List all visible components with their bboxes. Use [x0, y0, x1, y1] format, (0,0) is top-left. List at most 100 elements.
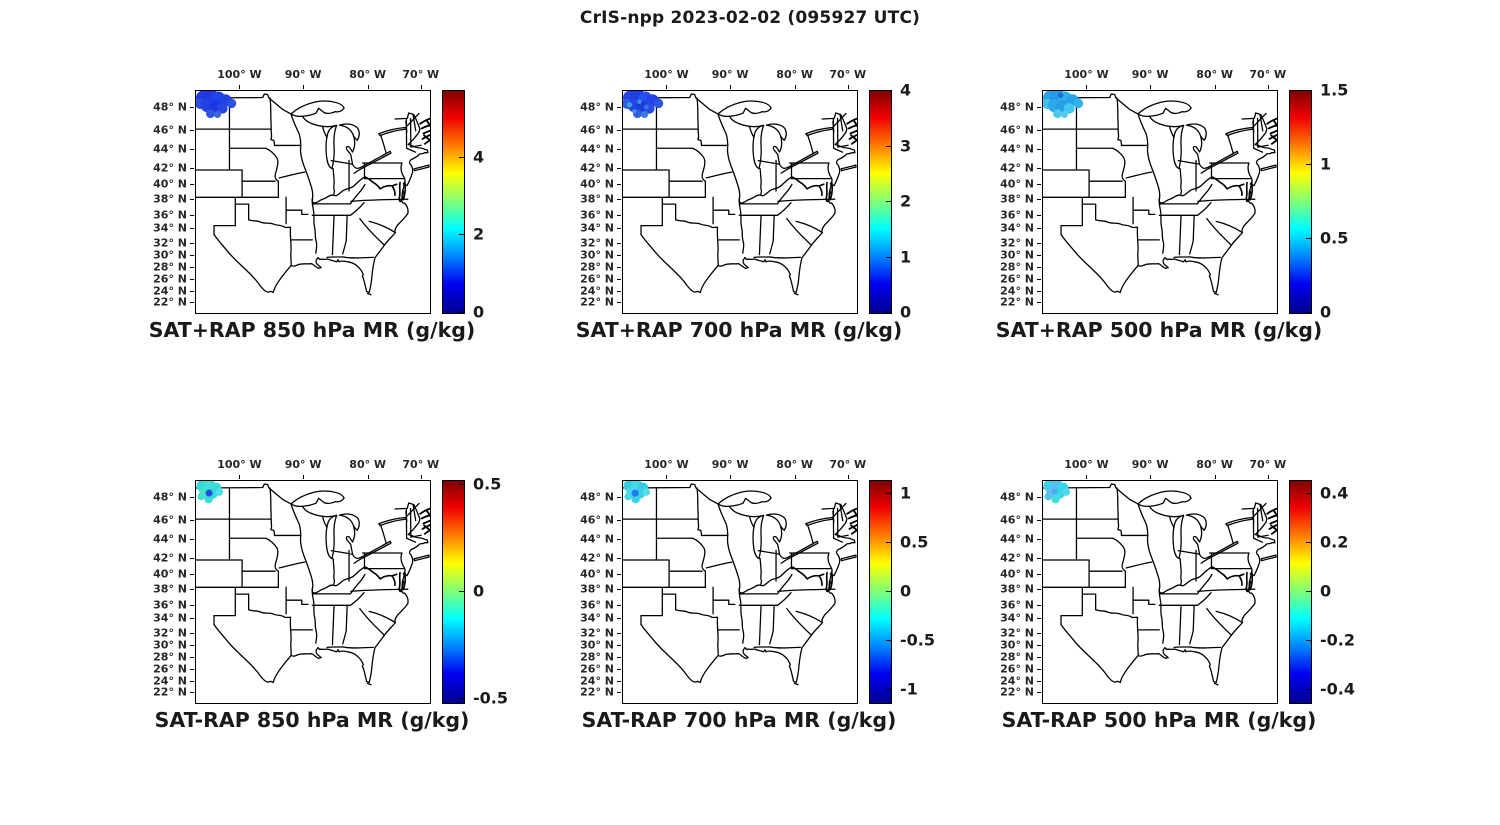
colorbar-tick-mark: [886, 591, 891, 592]
colorbar-tick-mark: [459, 484, 464, 486]
data-point: [644, 104, 649, 110]
lat-tick-label: 22° N: [580, 685, 614, 699]
lon-tick-mark: [303, 85, 305, 89]
lon-tick-mark: [847, 85, 849, 89]
data-point: [641, 111, 649, 119]
lat-tick-label: 22° N: [1000, 685, 1034, 699]
lat-tick-label: 38° N: [580, 582, 614, 596]
lat-tick-mark: [190, 573, 194, 575]
lat-tick-mark: [617, 254, 621, 256]
data-point: [197, 492, 205, 501]
lat-tick-mark: [190, 692, 194, 694]
colorbar-tick-mark: [886, 493, 891, 495]
lat-tick-mark: [1037, 254, 1041, 256]
panel-title: SAT+RAP 500 hPa MR (g/kg): [995, 318, 1323, 342]
lat-tick-mark: [1037, 557, 1041, 559]
lat-tick-mark: [190, 669, 194, 671]
lat-tick-mark: [617, 557, 621, 559]
lat-tick-mark: [617, 605, 621, 607]
lat-tick-label: 28° N: [153, 650, 187, 664]
data-point: [653, 98, 664, 109]
colorbar-tick-mark: [886, 639, 891, 641]
lat-tick-label: 32° N: [1000, 236, 1034, 250]
lon-tick-label: 80° W: [776, 458, 814, 471]
colorbar-tick-label: 0.4: [1320, 483, 1349, 503]
lat-tick-mark: [617, 588, 621, 590]
data-point: [632, 109, 637, 114]
data-point: [1063, 102, 1075, 114]
lat-tick-mark: [1037, 106, 1041, 108]
lat-tick-mark: [1037, 588, 1041, 590]
lat-tick-label: 48° N: [580, 100, 614, 114]
lon-tick-mark: [1150, 85, 1152, 89]
colorbar-tick-label: 1: [900, 483, 912, 503]
lon-tick-label: 70° W: [1249, 458, 1287, 471]
lat-tick-label: 32° N: [153, 626, 187, 640]
lon-tick-mark: [1267, 475, 1269, 479]
lat-tick-mark: [1037, 167, 1041, 169]
lat-tick-mark: [1037, 632, 1041, 634]
colorbar-tick-mark: [1306, 639, 1311, 641]
lat-tick-label: 26° N: [580, 272, 614, 286]
lon-tick-mark: [367, 85, 369, 89]
colorbar-tick-label: 0.2: [1320, 532, 1349, 552]
lat-tick-label: 44° N: [1000, 532, 1034, 546]
lon-tick-label: 80° W: [349, 68, 387, 81]
map-axes-box: [622, 90, 858, 314]
lon-tick-mark: [794, 85, 796, 89]
lat-tick-label: 44° N: [1000, 142, 1034, 156]
lon-tick-mark: [1214, 475, 1216, 479]
lon-tick-mark: [239, 85, 241, 89]
colorbar-tick-label: -0.5: [900, 630, 935, 650]
data-point: [1051, 488, 1058, 495]
lon-tick-label: 70° W: [402, 458, 440, 471]
lat-tick-label: 40° N: [153, 567, 187, 581]
lat-tick-mark: [190, 539, 194, 541]
colorbar-tick-mark: [459, 697, 464, 699]
lat-tick-label: 48° N: [580, 490, 614, 504]
lat-tick-mark: [190, 520, 194, 522]
lat-tick-label: 46° N: [580, 513, 614, 527]
lon-tick-label: 80° W: [1196, 68, 1234, 81]
lat-tick-label: 30° N: [153, 248, 187, 262]
lat-tick-mark: [617, 573, 621, 575]
lat-tick-label: 26° N: [580, 662, 614, 676]
lat-tick-mark: [1037, 279, 1041, 281]
lon-tick-mark: [1086, 475, 1088, 479]
satellite-data-points: [623, 91, 664, 119]
lat-tick-label: 32° N: [580, 236, 614, 250]
lon-tick-label: 90° W: [711, 458, 749, 471]
lat-tick-mark: [1037, 228, 1041, 230]
map-axes-box: [195, 90, 431, 314]
lon-tick-mark: [367, 475, 369, 479]
lat-tick-label: 48° N: [153, 100, 187, 114]
lat-tick-mark: [190, 588, 194, 590]
lat-tick-label: 42° N: [153, 161, 187, 175]
lon-tick-mark: [1267, 85, 1269, 89]
lat-tick-label: 34° N: [1000, 611, 1034, 625]
lat-tick-mark: [190, 130, 194, 132]
colorbar-tick-label: -1: [900, 679, 918, 699]
lat-tick-label: 38° N: [580, 192, 614, 206]
lat-tick-label: 30° N: [153, 638, 187, 652]
data-point: [204, 494, 213, 504]
lat-tick-mark: [617, 215, 621, 217]
lon-tick-mark: [1086, 85, 1088, 89]
lat-tick-mark: [190, 215, 194, 217]
lat-tick-mark: [190, 557, 194, 559]
lat-tick-label: 28° N: [580, 650, 614, 664]
data-point: [205, 489, 213, 497]
lat-tick-mark: [617, 149, 621, 151]
lat-tick-mark: [190, 167, 194, 169]
lat-tick-mark: [190, 302, 194, 304]
colorbar: [442, 480, 465, 704]
lat-tick-mark: [617, 228, 621, 230]
map-axes-box: [1042, 480, 1278, 704]
lat-tick-mark: [617, 291, 621, 293]
lat-tick-mark: [190, 183, 194, 185]
lat-tick-label: 30° N: [580, 638, 614, 652]
lat-tick-label: 40° N: [580, 177, 614, 191]
satellite-data-points: [1043, 481, 1071, 504]
data-point: [642, 488, 651, 496]
colorbar: [442, 90, 465, 314]
